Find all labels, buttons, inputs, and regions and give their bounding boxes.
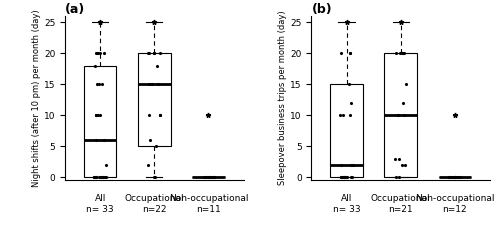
Text: n= 33: n= 33 [86, 205, 114, 214]
Text: (b): (b) [312, 3, 332, 16]
Text: All: All [94, 194, 106, 203]
Text: Non-occupational: Non-occupational [168, 194, 248, 203]
PathPatch shape [330, 84, 363, 177]
Text: (a): (a) [65, 3, 85, 16]
Text: All: All [341, 194, 352, 203]
PathPatch shape [384, 53, 417, 177]
PathPatch shape [84, 66, 116, 177]
Y-axis label: Night shifts (after 10 pm) per month (day): Night shifts (after 10 pm) per month (da… [32, 9, 41, 187]
Text: Occupational: Occupational [124, 194, 184, 203]
PathPatch shape [138, 53, 170, 146]
Text: n=21: n=21 [388, 205, 413, 214]
Y-axis label: Sleepover business trips per month (day): Sleepover business trips per month (day) [278, 11, 287, 185]
Text: n=22: n=22 [142, 205, 167, 214]
Text: n=12: n=12 [442, 205, 467, 214]
Text: n= 33: n= 33 [333, 205, 360, 214]
Text: Occupational: Occupational [371, 194, 430, 203]
Text: n=11: n=11 [196, 205, 221, 214]
Text: Non-occupational: Non-occupational [415, 194, 494, 203]
